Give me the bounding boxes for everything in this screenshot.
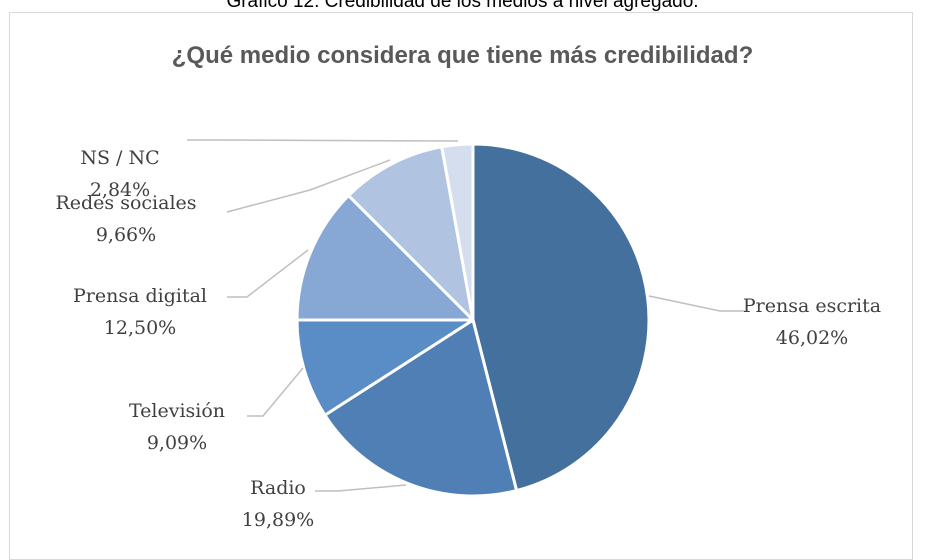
data-label-name-prensa-escrita: Prensa escrita: [743, 295, 881, 317]
data-label-value-redes-sociales: 9,66%: [96, 224, 156, 246]
pie-slice-prensa-escrita: [471, 142, 651, 493]
pie-slice-ns-nc: [440, 142, 475, 322]
data-label-name-prensa-digital: Prensa digital: [73, 285, 207, 307]
pie-slice-radio: [323, 318, 519, 498]
data-label-value-prensa-escrita: 46,02%: [776, 327, 848, 349]
leader-line-radio: [315, 484, 407, 492]
pie-slice-redes-sociales: [347, 145, 475, 322]
pie-slice-prensa-digital: [295, 194, 475, 322]
pie-slice-television: [295, 318, 475, 417]
data-label-name-television: Televisión: [129, 400, 225, 422]
data-label-name-ns-nc: NS / NC: [80, 147, 159, 169]
data-label-name-radio: Radio: [250, 477, 306, 499]
leader-line-prensa-digital: [227, 249, 309, 298]
data-label-value-prensa-digital: 12,50%: [104, 317, 176, 339]
leader-line-television: [247, 367, 304, 417]
figure-caption: Gráfico 12: Credibilidad de los medios a…: [226, 0, 699, 12]
data-label-name-redes-sociales: Redes sociales: [55, 192, 196, 214]
data-label-value-ns-nc: 2,84%: [90, 179, 150, 201]
leader-line-ns-nc: [187, 139, 459, 142]
data-label-value-radio: 19,89%: [242, 509, 314, 531]
data-label-value-television: 9,09%: [147, 432, 207, 454]
leader-line-redes-sociales: [226, 159, 391, 213]
leader-line-prensa-escrita: [648, 295, 745, 312]
chart-title: ¿Qué medio considera que tiene más credi…: [171, 42, 754, 69]
